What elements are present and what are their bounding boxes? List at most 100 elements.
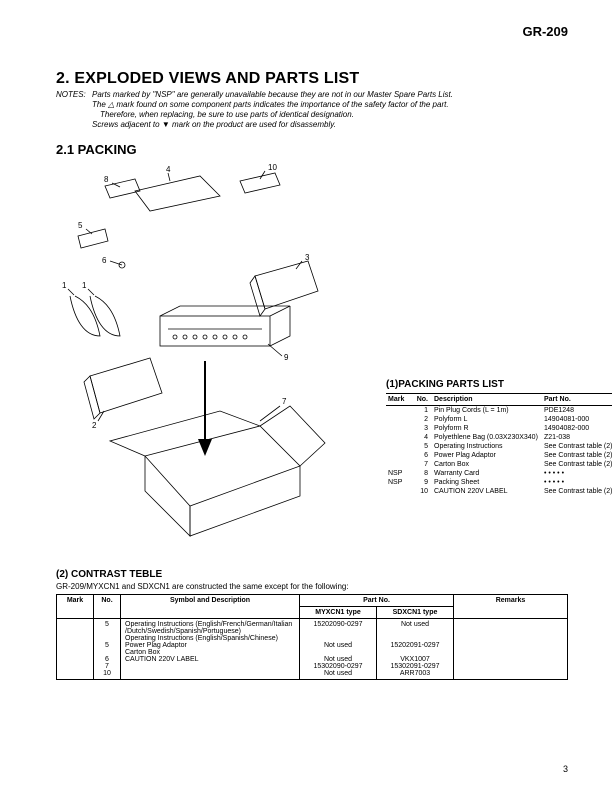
cell-no: 9 (412, 478, 432, 487)
notes-body: Parts marked by "NSP" are generally unav… (92, 90, 568, 130)
cell-part: See Contrast table (2) (542, 487, 612, 496)
callout-6: 6 (102, 256, 106, 265)
cell-sym: Carton Box (125, 649, 295, 656)
table-row: 6Power Plag AdaptorSee Contrast table (2… (386, 451, 612, 460)
callout-10: 10 (268, 163, 277, 172)
cell-no: 7 (98, 663, 116, 670)
contrast-title: (2) CONTRAST TEBLE (56, 569, 568, 580)
cell-no: 5 (98, 621, 116, 628)
cell-myx: Not used (304, 642, 372, 649)
page: GR-209 2. EXPLODED VIEWS AND PARTS LIST … (0, 0, 612, 792)
cell-mark (386, 460, 412, 469)
note-line: The △ mark found on some component parts… (92, 100, 568, 110)
cell-part: See Contrast table (2) (542, 460, 612, 469)
packing-parts-list: (1)PACKING PARTS LIST Mark No. Descripti… (386, 379, 612, 496)
cell-sdx: 15202091-0297 (381, 642, 449, 649)
section-title: 2. EXPLODED VIEWS AND PARTS LIST (56, 70, 568, 88)
parts-list-title: (1)PACKING PARTS LIST (386, 379, 612, 390)
th-partno: Part No. (300, 595, 454, 607)
contrast-area: (2) CONTRAST TEBLE GR-209/MYXCN1 and SDX… (56, 569, 568, 680)
cell-part: See Contrast table (2) (542, 442, 612, 451)
packing-heading: 2.1 PACKING (56, 142, 568, 157)
cell-desc: CAUTION 220V LABEL (432, 487, 542, 496)
cell-part: 14904081-000 (542, 415, 612, 424)
cell-no: 10 (412, 487, 432, 496)
cell-sym: CAUTION 220V LABEL (125, 656, 295, 663)
cell-sdx: 15302091-0297 (381, 663, 449, 670)
th-no: No. (94, 595, 121, 619)
table-row: 3Polyform R14904082-000 (386, 424, 612, 433)
table-row: NSP9Packing Sheet• • • • • (386, 478, 612, 487)
cell-sym: Operating Instructions (English/Spanish/… (125, 635, 295, 642)
table-row: 4Polyethlene Bag (0.03X230X340)Z21-038 (386, 433, 612, 442)
exploded-diagram-wrapper: 8 4 10 5 6 1 1 3 9 2 7 (1)PACKING PARTS … (56, 161, 568, 561)
th-rem: Remarks (454, 595, 568, 619)
cell-part: PDE1248 (542, 406, 612, 416)
th-myx: MYXCN1 type (300, 607, 377, 619)
cell-desc: Polyform L (432, 415, 542, 424)
cell-no: 10 (98, 670, 116, 677)
cell-mark (386, 451, 412, 460)
cell-no: 5 (412, 442, 432, 451)
cell-mark (386, 442, 412, 451)
cell-myx: Not used (304, 670, 372, 677)
callout-1b: 1 (82, 281, 86, 290)
cell-no: 6 (98, 656, 116, 663)
cell-no: 7 (412, 460, 432, 469)
exploded-diagram: 8 4 10 5 6 1 1 3 9 2 7 (50, 161, 330, 541)
cell-no: 3 (412, 424, 432, 433)
cell-part: • • • • • (542, 478, 612, 487)
th-sym: Symbol and Description (121, 595, 300, 619)
cell-no: 2 (412, 415, 432, 424)
cell-no: 4 (412, 433, 432, 442)
cell-desc: Polyform R (432, 424, 542, 433)
cell-rem (454, 619, 568, 680)
cell-mark (386, 415, 412, 424)
table-row: 5Operating InstructionsSee Contrast tabl… (386, 442, 612, 451)
cell-no: 5 (98, 642, 116, 649)
cell-myx: Not used (304, 656, 372, 663)
cell-myx: 15302090-0297 (304, 663, 372, 670)
callout-2: 2 (92, 421, 96, 430)
cell-sdx: Not used (381, 621, 449, 628)
cell-no: 6 (412, 451, 432, 460)
cell-sdx: ARR7003 (381, 670, 449, 677)
note-line: Parts marked by "NSP" are generally unav… (92, 90, 568, 100)
note-line: Screws adjacent to ▼ mark on the product… (92, 120, 568, 130)
callout-1a: 1 (62, 281, 66, 290)
table-row: 7Carton BoxSee Contrast table (2) (386, 460, 612, 469)
th-no: No. (412, 394, 432, 406)
cell-mark (386, 406, 412, 416)
cell-sdx: VKX1007 (381, 656, 449, 663)
cell-desc: Warranty Card (432, 469, 542, 478)
diagram-svg (50, 161, 330, 541)
th-mark: Mark (57, 595, 94, 619)
table-row: 5 5 6 7 10 Operating Instructions (Engli… (57, 619, 568, 680)
cell-mark: NSP (386, 478, 412, 487)
cell-myx: 15202090-0297 (304, 621, 372, 628)
callout-4: 4 (166, 165, 170, 174)
cell-part: See Contrast table (2) (542, 451, 612, 460)
cell-sym: Operating Instructions (English/French/G… (125, 621, 295, 635)
cell-sym: Power Plag Adaptor (125, 642, 295, 649)
cell-myx-col: 15202090-0297 Not used Not used 15302090… (300, 619, 377, 680)
parts-table: Mark No. Description Part No. 1Pin Plug … (386, 393, 612, 496)
cell-mark (386, 433, 412, 442)
cell-desc: Packing Sheet (432, 478, 542, 487)
table-row: 10CAUTION 220V LABELSee Contrast table (… (386, 487, 612, 496)
table-row: 1Pin Plug Cords (L = 1m)PDE1248 (386, 406, 612, 416)
cell-mark (57, 619, 94, 680)
cell-part: Z21-038 (542, 433, 612, 442)
model-header: GR-209 (522, 24, 568, 39)
callout-5: 5 (78, 221, 82, 230)
th-sdx: SDXCN1 type (377, 607, 454, 619)
th-part: Part No. (542, 394, 612, 406)
cell-desc: Pin Plug Cords (L = 1m) (432, 406, 542, 416)
th-desc: Description (432, 394, 542, 406)
cell-no: 1 (412, 406, 432, 416)
notes-block: NOTES: Parts marked by "NSP" are general… (56, 90, 568, 130)
cell-desc: Carton Box (432, 460, 542, 469)
cell-mark (386, 424, 412, 433)
cell-sdx-col: Not used 15202091-0297 VKX1007 15302091-… (377, 619, 454, 680)
callout-9: 9 (284, 353, 288, 362)
